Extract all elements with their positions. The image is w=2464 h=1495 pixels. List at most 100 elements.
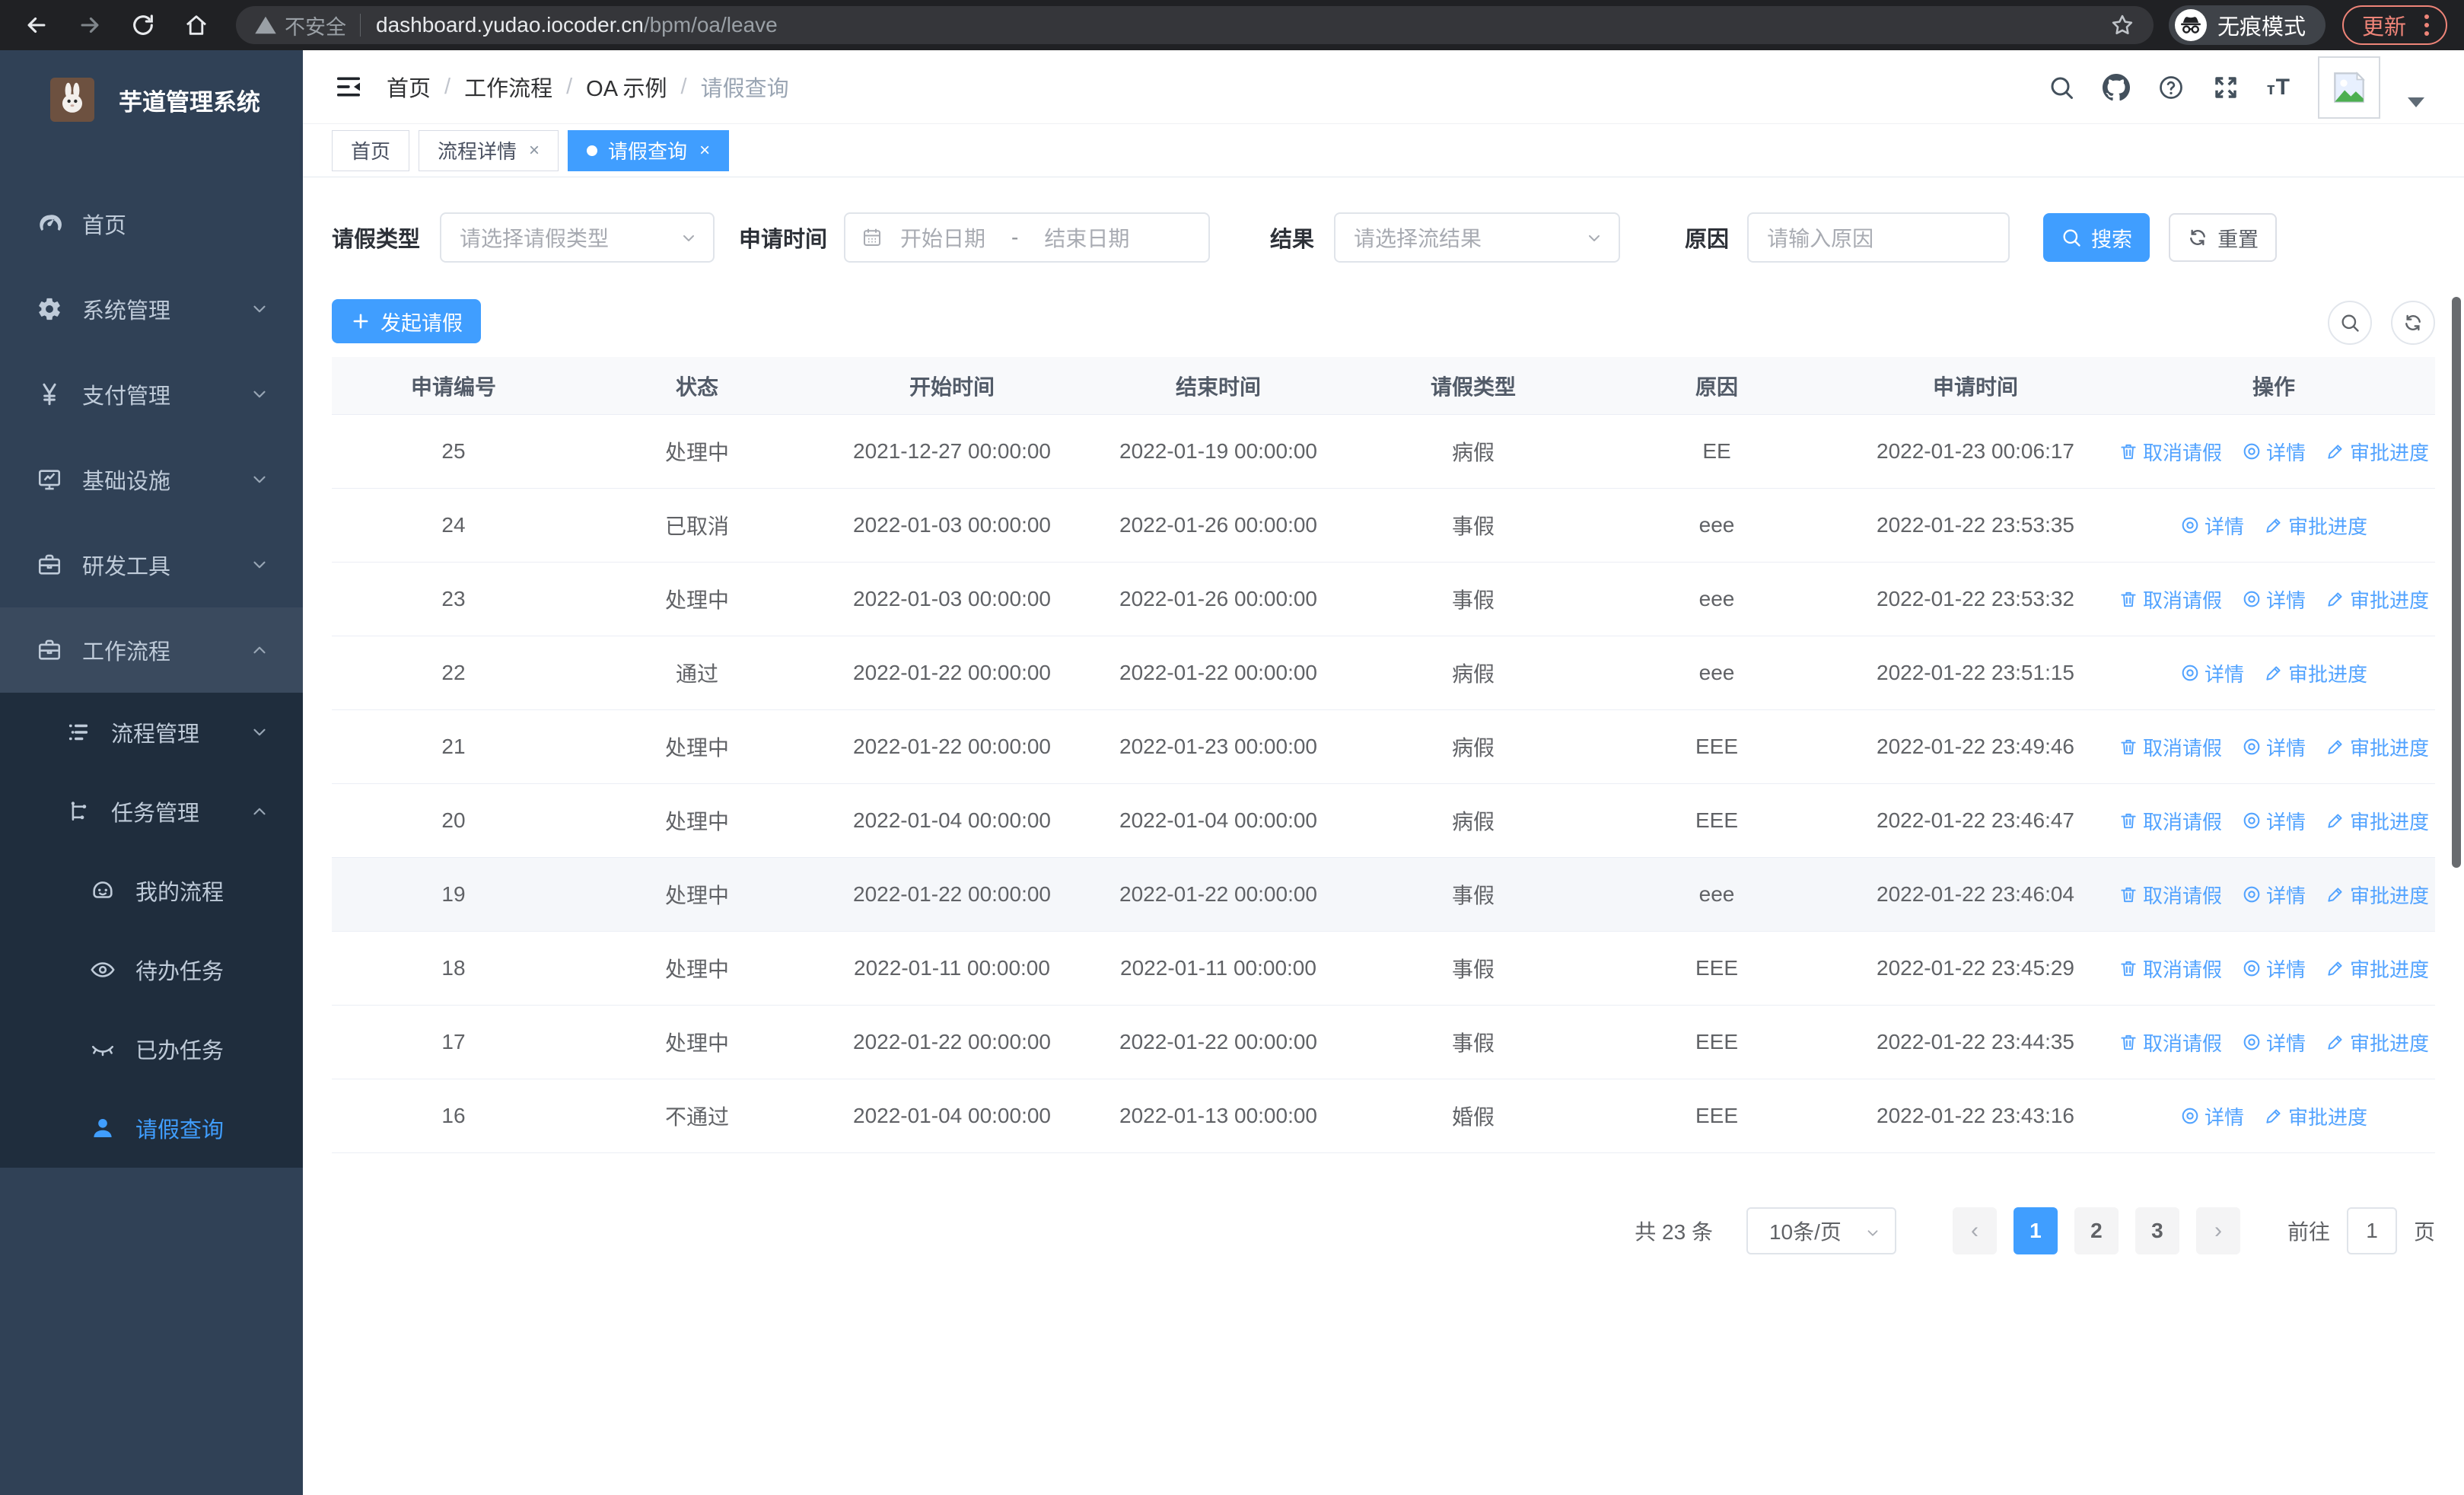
browser-back-button[interactable] (20, 8, 53, 42)
result-select[interactable]: 请选择流结果 (1334, 212, 1621, 263)
page-button-3[interactable]: 3 (2135, 1207, 2179, 1254)
sidebar-item-6[interactable]: 流程管理 (0, 693, 303, 772)
cancel-action-link[interactable]: 取消请假 (2119, 807, 2222, 835)
page-button-1[interactable]: 1 (2013, 1207, 2058, 1254)
sidebar-item-8[interactable]: 我的流程 (0, 851, 303, 930)
prev-page-button[interactable]: ‹ (1952, 1207, 1997, 1254)
next-page-button[interactable]: › (2195, 1207, 2240, 1254)
view-icon (2242, 811, 2262, 830)
sidebar-item-0[interactable]: 首页 (0, 181, 303, 266)
detail-action-link[interactable]: 详情 (2180, 659, 2244, 687)
reset-button[interactable]: 重置 (2169, 213, 2278, 262)
column-header-5: 原因 (1695, 375, 1738, 399)
search-icon[interactable] (2048, 74, 2075, 101)
sidebar-fold-icon[interactable] (333, 72, 364, 102)
progress-action-link[interactable]: 审批进度 (2326, 881, 2429, 909)
address-bar[interactable]: 不安全 dashboard.yudao.iocoder.cn/bpm/oa/le… (236, 6, 2154, 44)
progress-action-link[interactable]: 审批进度 (2326, 585, 2429, 614)
view-icon (2180, 1106, 2200, 1126)
breadcrumb-item-0[interactable]: 首页 (387, 77, 431, 101)
leave-type-select[interactable]: 请选择请假类型 (440, 212, 715, 263)
cancel-action-link[interactable]: 取消请假 (2119, 733, 2222, 761)
detail-action-link[interactable]: 详情 (2242, 955, 2306, 983)
sidebar-item-9[interactable]: 待办任务 (0, 930, 303, 1009)
cell-end-time: 2022-01-26 00:00:00 (1119, 587, 1317, 610)
table-row-16: 16 不通过 2022-01-04 00:00:00 2022-01-13 00:00… (332, 1079, 2435, 1153)
browser-reload-button[interactable] (126, 8, 160, 42)
detail-action-link[interactable]: 详情 (2242, 881, 2306, 909)
action-label: 详情 (2265, 810, 2306, 834)
progress-action-link[interactable]: 审批进度 (2326, 807, 2429, 835)
apply-time-range-input[interactable]: 开始日期 - 结束日期 (844, 212, 1211, 263)
detail-action-link[interactable]: 详情 (2242, 807, 2306, 835)
progress-action-link[interactable]: 审批进度 (2326, 438, 2429, 466)
browser-home-button[interactable] (180, 8, 213, 42)
sidebar-item-1[interactable]: 系统管理 (0, 266, 303, 352)
tab-1[interactable]: 流程详情 × (419, 129, 559, 171)
help-icon[interactable] (2157, 74, 2185, 101)
tab-2[interactable]: 请假查询 × (568, 129, 730, 171)
close-tab-icon[interactable]: × (529, 139, 540, 161)
goto-page-input[interactable]: 1 (2346, 1207, 2397, 1254)
scrollbar-thumb[interactable] (2452, 297, 2461, 868)
sidebar-item-11[interactable]: 请假查询 (0, 1089, 303, 1168)
show-search-button[interactable] (2328, 301, 2372, 345)
cancel-action-link[interactable]: 取消请假 (2119, 881, 2222, 909)
detail-action-link[interactable]: 详情 (2242, 733, 2306, 761)
progress-action-link[interactable]: 审批进度 (2264, 659, 2367, 687)
bookmark-star-icon[interactable] (2109, 12, 2135, 38)
page-button-2[interactable]: 2 (2074, 1207, 2119, 1254)
cell-status: 通过 (675, 662, 718, 686)
browser-forward-button[interactable] (73, 8, 107, 42)
sidebar-item-3[interactable]: 基础设施 (0, 437, 303, 522)
detail-action-link[interactable]: 详情 (2242, 1028, 2306, 1057)
action-label: 取消请假 (2142, 1031, 2222, 1055)
detail-action-link[interactable]: 详情 (2242, 585, 2306, 614)
cell-reason: EEE (1695, 735, 1739, 758)
close-tab-icon[interactable]: × (699, 139, 711, 161)
sidebar-item-7[interactable]: 任务管理 (0, 772, 303, 851)
cell-status: 处理中 (664, 441, 729, 464)
cancel-action-link[interactable]: 取消请假 (2119, 438, 2222, 466)
detail-action-link[interactable]: 详情 (2242, 438, 2306, 466)
create-leave-button[interactable]: 发起请假 (332, 299, 481, 343)
cell-apply-time: 2022-01-22 23:44:35 (1877, 1030, 2074, 1054)
cancel-action-link[interactable]: 取消请假 (2119, 955, 2222, 983)
cell-end-time: 2022-01-22 00:00:00 (1119, 1030, 1317, 1054)
tab-label: 流程详情 (438, 140, 517, 163)
refresh-table-button[interactable] (2391, 301, 2435, 345)
progress-action-link[interactable]: 审批进度 (2326, 1028, 2429, 1057)
sidebar-item-2[interactable]: 支付管理 (0, 352, 303, 437)
breadcrumb-item-3: 请假查询 (700, 77, 789, 101)
browser-update-button[interactable]: 更新 (2342, 5, 2448, 45)
cancel-action-link[interactable]: 取消请假 (2119, 585, 2222, 614)
cell-actions: 取消请假 详情 审批进度 (2112, 955, 2435, 983)
github-icon[interactable] (2102, 73, 2130, 101)
font-size-icon[interactable]: тT (2266, 74, 2291, 100)
page-size-select[interactable]: 10条/页 (1746, 1207, 1896, 1254)
action-label: 详情 (2204, 515, 2244, 538)
sidebar-item-4[interactable]: 研发工具 (0, 522, 303, 607)
sidebar-item-10[interactable]: 已办任务 (0, 1009, 303, 1089)
column-header-2: 开始时间 (909, 375, 995, 399)
breadcrumb-item-2[interactable]: OA 示例 (586, 77, 667, 101)
cancel-action-link[interactable]: 取消请假 (2119, 1028, 2222, 1057)
progress-action-link[interactable]: 审批进度 (2326, 733, 2429, 761)
browser-menu-icon[interactable] (2421, 11, 2432, 39)
progress-action-link[interactable]: 审批进度 (2264, 1102, 2367, 1130)
search-button[interactable]: 搜索 (2043, 213, 2150, 262)
cell-id: 18 (441, 956, 466, 980)
app-logo[interactable]: 芋道管理系统 (0, 50, 303, 149)
progress-action-link[interactable]: 审批进度 (2326, 955, 2429, 983)
user-avatar[interactable] (2318, 56, 2380, 119)
progress-action-link[interactable]: 审批进度 (2264, 512, 2367, 540)
detail-action-link[interactable]: 详情 (2180, 512, 2244, 540)
refresh-icon (2187, 227, 2208, 248)
sidebar-item-5[interactable]: 工作流程 (0, 607, 303, 693)
fullscreen-icon[interactable] (2212, 74, 2240, 101)
breadcrumb-item-1[interactable]: 工作流程 (464, 77, 553, 101)
detail-action-link[interactable]: 详情 (2180, 1102, 2244, 1130)
user-menu-caret-icon[interactable] (2408, 97, 2424, 107)
tab-0[interactable]: 首页 (332, 129, 410, 171)
reason-input[interactable]: 请输入原因 (1747, 212, 2010, 263)
